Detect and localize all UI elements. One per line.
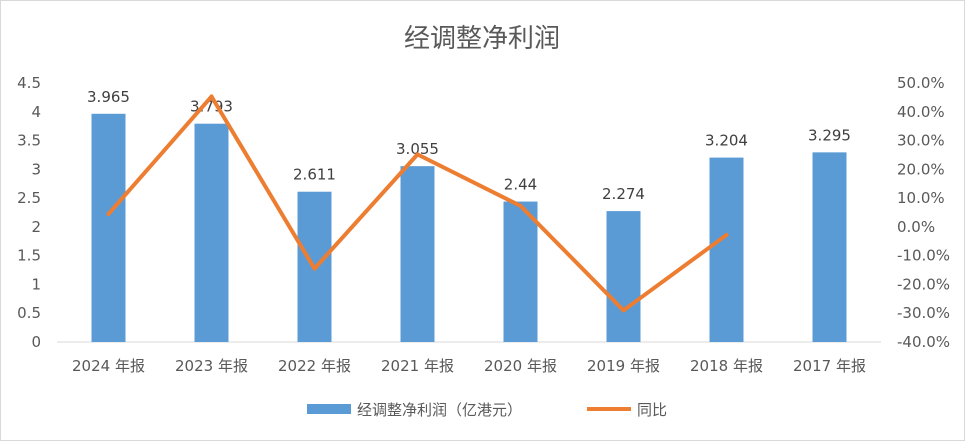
yoy-point xyxy=(415,152,420,157)
legend: 经调整净利润（亿港元） 同比 xyxy=(307,401,667,419)
yoy-point xyxy=(724,232,729,237)
bar-data-label: 2.44 xyxy=(504,176,537,194)
y-left-tick-label: 3 xyxy=(31,160,41,178)
chart-title: 经调整净利润 xyxy=(404,24,560,54)
y-right-tick-label: -10.0% xyxy=(897,247,950,265)
y-left-tick-label: 3.5 xyxy=(17,132,41,150)
bar-data-label: 2.274 xyxy=(602,185,645,203)
y-left-tick-label: 4.5 xyxy=(17,74,41,92)
y-left-tick-label: 1.5 xyxy=(17,247,41,265)
yoy-point xyxy=(209,94,214,99)
bar-data-label: 3.965 xyxy=(87,88,130,106)
yoy-point xyxy=(312,266,317,271)
yoy-point xyxy=(621,308,626,313)
y-right-tick-label: -20.0% xyxy=(897,275,950,293)
x-tick-label: 2023 年报 xyxy=(175,357,248,375)
x-tick-label: 2019 年报 xyxy=(587,357,660,375)
bar xyxy=(91,113,126,342)
x-tick-label: 2021 年报 xyxy=(381,357,454,375)
bar xyxy=(812,152,847,342)
bar-series xyxy=(91,113,847,343)
y-right-tick-label: 50.0% xyxy=(897,74,945,92)
bar xyxy=(400,166,435,342)
y-left-tick-label: 4 xyxy=(31,103,41,121)
bar-data-label: 3.055 xyxy=(396,140,439,158)
x-tick-label: 2024 年报 xyxy=(72,357,145,375)
x-tick-label: 2018 年报 xyxy=(690,357,763,375)
y-left-tick-label: 2.5 xyxy=(17,189,41,207)
y-right-tick-label: 40.0% xyxy=(897,103,945,121)
y-left-tick-label: 0.5 xyxy=(17,304,41,322)
x-tick-label: 2017 年报 xyxy=(793,357,866,375)
y-left-axis: 0 0.5 1 1.5 2 2.5 3 3.5 4 4.5 xyxy=(17,74,41,351)
x-axis: 2024 年报 2023 年报 2022 年报 2021 年报 2020 年报 2019 … xyxy=(57,341,881,375)
yoy-point xyxy=(518,203,523,208)
bar-data-label: 2.611 xyxy=(293,166,336,184)
x-tick-label: 2022 年报 xyxy=(278,357,351,375)
bar xyxy=(709,157,744,342)
x-tick-label: 2020 年报 xyxy=(484,357,557,375)
yoy-point xyxy=(106,211,111,216)
bar-data-label: 3.204 xyxy=(705,132,748,150)
bar xyxy=(194,123,229,343)
y-right-tick-label: 0.0% xyxy=(897,218,935,236)
y-right-tick-label: 20.0% xyxy=(897,160,945,178)
legend-swatch-bar xyxy=(307,404,351,414)
y-left-tick-label: 0 xyxy=(31,333,41,351)
legend-label-line: 同比 xyxy=(637,401,667,419)
y-right-axis: -40.0% -30.0% -20.0% -10.0% 0.0% 10.0% 20.0% 30… xyxy=(897,74,950,351)
bar xyxy=(503,201,538,342)
line-series xyxy=(106,94,729,313)
bar xyxy=(606,211,641,342)
y-left-tick-label: 2 xyxy=(31,218,41,236)
y-left-tick-label: 1 xyxy=(31,275,41,293)
y-right-tick-label: 30.0% xyxy=(897,132,945,150)
y-right-tick-label: 10.0% xyxy=(897,189,945,207)
y-right-tick-label: -40.0% xyxy=(897,333,950,351)
y-right-tick-label: -30.0% xyxy=(897,304,950,322)
legend-label-bar: 经调整净利润（亿港元） xyxy=(357,401,522,419)
bar-data-label: 3.295 xyxy=(808,126,851,144)
